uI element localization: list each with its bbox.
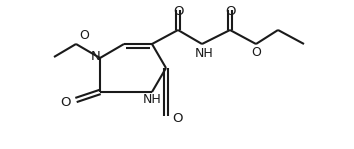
Text: NH: NH	[195, 47, 213, 60]
Text: O: O	[173, 5, 183, 18]
Text: O: O	[225, 5, 235, 18]
Text: O: O	[172, 111, 183, 125]
Text: NH: NH	[143, 93, 161, 106]
Text: O: O	[251, 46, 261, 59]
Text: O: O	[61, 96, 71, 108]
Text: O: O	[79, 29, 89, 42]
Text: N: N	[90, 51, 100, 63]
